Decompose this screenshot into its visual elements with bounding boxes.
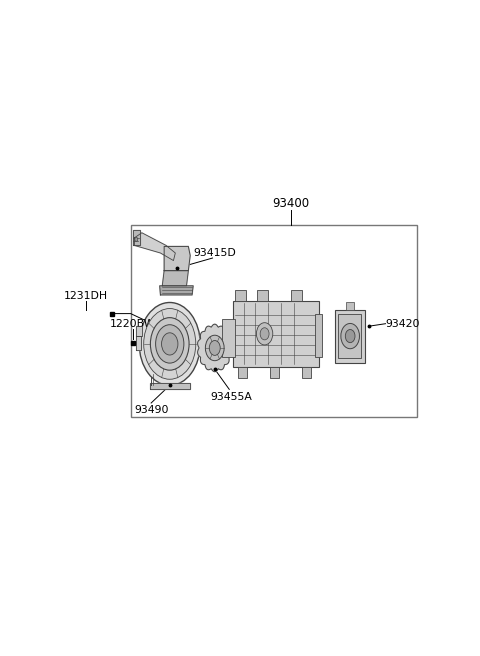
Polygon shape — [150, 383, 190, 390]
Polygon shape — [162, 271, 188, 286]
Bar — [290, 290, 302, 301]
Circle shape — [345, 329, 355, 342]
Bar — [338, 314, 361, 358]
Bar — [302, 367, 311, 378]
Circle shape — [205, 335, 224, 361]
Polygon shape — [160, 286, 193, 295]
Polygon shape — [198, 324, 232, 372]
Text: 93455A: 93455A — [210, 392, 252, 402]
Bar — [235, 290, 246, 301]
Bar — [270, 367, 279, 378]
Circle shape — [260, 328, 269, 340]
Circle shape — [341, 323, 360, 349]
Circle shape — [144, 308, 196, 379]
Bar — [233, 301, 319, 367]
Circle shape — [256, 323, 273, 345]
Circle shape — [150, 318, 189, 370]
Polygon shape — [136, 337, 141, 350]
Bar — [347, 302, 354, 310]
Bar — [257, 290, 268, 301]
Circle shape — [135, 237, 138, 241]
Text: 93400: 93400 — [272, 197, 309, 210]
Circle shape — [162, 333, 178, 355]
Polygon shape — [164, 247, 190, 271]
Bar — [335, 310, 365, 363]
Circle shape — [209, 340, 220, 356]
Polygon shape — [132, 230, 140, 245]
Bar — [222, 319, 235, 357]
Circle shape — [156, 325, 184, 363]
Circle shape — [139, 302, 200, 385]
Bar — [238, 367, 247, 378]
Text: 93490: 93490 — [134, 405, 168, 415]
Text: 1220BW: 1220BW — [110, 319, 156, 329]
Polygon shape — [134, 233, 175, 260]
Bar — [315, 314, 322, 357]
Text: 93420: 93420 — [385, 319, 420, 329]
Text: 1231DH: 1231DH — [64, 291, 108, 301]
Text: 93415D: 93415D — [193, 248, 236, 258]
Bar — [131, 225, 417, 417]
Polygon shape — [136, 326, 142, 337]
